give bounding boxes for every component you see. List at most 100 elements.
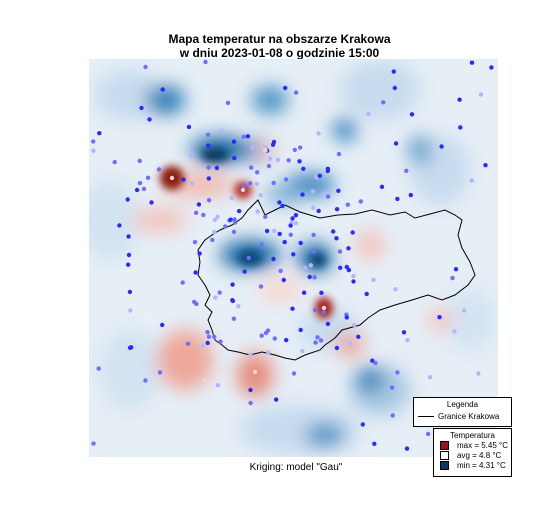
station-point bbox=[274, 397, 279, 402]
station-point bbox=[214, 165, 220, 171]
station-point bbox=[461, 308, 467, 313]
station-point bbox=[427, 375, 433, 380]
station-point bbox=[271, 256, 276, 262]
station-point bbox=[317, 173, 322, 178]
station-point bbox=[395, 196, 400, 202]
station-point bbox=[393, 287, 398, 292]
station-point bbox=[311, 205, 316, 210]
station-point bbox=[334, 345, 340, 351]
temperature-legend: Temperatura max = 5.45 °C avg = 4.8 °C m… bbox=[433, 428, 512, 477]
station-point bbox=[393, 141, 399, 146]
station-point bbox=[336, 188, 341, 193]
station-point bbox=[96, 366, 101, 371]
station-point bbox=[258, 284, 264, 289]
station-point bbox=[288, 223, 293, 228]
station-point bbox=[291, 252, 296, 257]
swatch-max bbox=[440, 440, 449, 450]
station-point bbox=[248, 387, 253, 393]
station-point bbox=[437, 315, 442, 320]
station-point bbox=[128, 308, 133, 313]
station-point bbox=[126, 234, 131, 239]
station-point bbox=[212, 217, 217, 222]
station-point bbox=[231, 316, 237, 321]
station-point bbox=[149, 200, 154, 205]
station-point bbox=[203, 59, 208, 65]
station-point bbox=[476, 371, 481, 376]
station-point bbox=[405, 338, 410, 343]
station-point bbox=[336, 151, 342, 157]
station-point bbox=[288, 232, 293, 237]
station-point bbox=[275, 157, 281, 163]
station-point bbox=[215, 383, 221, 388]
station-point bbox=[408, 192, 413, 198]
map-title-line1: Mapa temperatur na obszarze Krakowa bbox=[168, 32, 391, 46]
station-point bbox=[358, 199, 363, 204]
station-point bbox=[231, 229, 237, 235]
station-point bbox=[192, 239, 198, 245]
boundary-line-sample bbox=[418, 415, 434, 417]
station-point bbox=[134, 187, 140, 193]
station-point bbox=[206, 143, 211, 148]
legend-row-max: max = 5.45 °C bbox=[434, 440, 511, 450]
station-point bbox=[259, 242, 264, 247]
station-point bbox=[200, 343, 206, 349]
kriging-surface bbox=[89, 60, 495, 455]
station-point bbox=[409, 112, 415, 117]
station-point bbox=[321, 310, 326, 315]
station-point bbox=[229, 195, 234, 201]
station-point bbox=[210, 237, 215, 243]
station-point bbox=[370, 358, 375, 363]
station-point bbox=[282, 239, 287, 245]
station-point bbox=[392, 85, 397, 91]
station-point bbox=[315, 335, 320, 340]
station-point bbox=[308, 263, 313, 268]
station-point bbox=[311, 249, 317, 254]
station-point bbox=[291, 371, 297, 376]
legend-label-max: max = 5.45 °C bbox=[457, 440, 508, 450]
station-point bbox=[283, 85, 288, 91]
station-point bbox=[271, 180, 276, 186]
station-point bbox=[206, 165, 211, 170]
station-point bbox=[181, 177, 186, 182]
station-point bbox=[213, 295, 218, 300]
station-point bbox=[351, 279, 356, 284]
station-point bbox=[272, 228, 277, 234]
station-point bbox=[367, 242, 373, 248]
station-point bbox=[300, 348, 305, 354]
station-point bbox=[225, 100, 231, 106]
station-point bbox=[205, 329, 210, 335]
station-point bbox=[283, 177, 289, 182]
station-point bbox=[143, 378, 148, 383]
station-point bbox=[404, 168, 409, 173]
station-point bbox=[189, 153, 194, 158]
station-point bbox=[262, 147, 268, 153]
station-point bbox=[334, 207, 340, 212]
station-point bbox=[301, 166, 306, 171]
station-point bbox=[91, 441, 96, 446]
station-point bbox=[205, 132, 211, 137]
station-point bbox=[97, 131, 102, 136]
station-points bbox=[91, 59, 494, 451]
station-point bbox=[338, 265, 343, 270]
station-point bbox=[156, 167, 162, 172]
station-point bbox=[186, 124, 192, 130]
station-point bbox=[206, 198, 212, 203]
station-point bbox=[160, 87, 165, 92]
boundary-legend-label: Granice Krakowa bbox=[438, 411, 500, 421]
station-point bbox=[286, 158, 291, 163]
station-point bbox=[453, 267, 459, 272]
station-point bbox=[277, 200, 282, 205]
station-point bbox=[246, 255, 251, 261]
station-point bbox=[230, 282, 235, 287]
station-point bbox=[129, 345, 134, 350]
station-point bbox=[185, 341, 191, 346]
station-point bbox=[302, 265, 308, 271]
station-point bbox=[381, 100, 386, 105]
station-point bbox=[351, 273, 356, 279]
station-point bbox=[389, 385, 395, 390]
station-point bbox=[334, 236, 339, 241]
station-point bbox=[379, 184, 385, 189]
station-point bbox=[293, 90, 299, 95]
station-point bbox=[240, 187, 246, 193]
station-point bbox=[91, 148, 96, 153]
